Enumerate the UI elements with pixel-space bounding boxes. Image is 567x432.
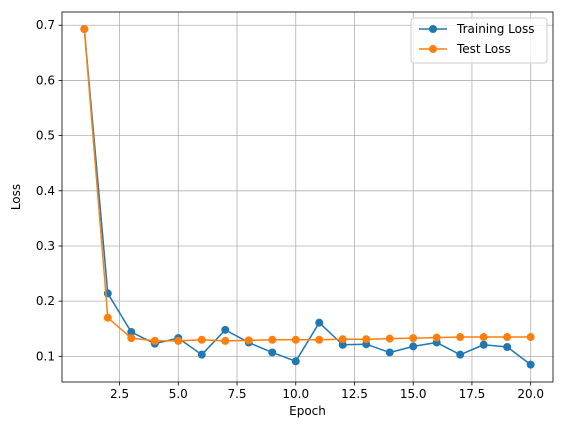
legend-marker-training-loss: [429, 25, 437, 33]
data-point: [338, 335, 347, 344]
data-point: [80, 25, 89, 34]
x-tick-label: 10.0: [282, 387, 309, 401]
legend-label-training-loss: Training Loss: [456, 22, 534, 36]
plot-frame: [61, 11, 554, 383]
data-point: [479, 333, 488, 342]
y-tick-label: 0.3: [36, 239, 55, 253]
data-point: [315, 335, 324, 344]
data-point: [409, 342, 418, 351]
data-point: [291, 335, 300, 344]
y-axis-title: Loss: [9, 184, 23, 210]
y-tick-label: 0.4: [36, 184, 55, 198]
data-point: [456, 350, 465, 359]
data-point: [362, 335, 371, 344]
y-tick-label: 0.2: [36, 294, 55, 308]
data-point: [197, 335, 206, 344]
x-tick-label: 12.5: [341, 387, 368, 401]
legend-marker-test-loss: [429, 45, 437, 53]
series-test-loss: [80, 25, 535, 345]
data-point: [526, 333, 535, 342]
series-line-training-loss: [83, 29, 532, 366]
data-point: [503, 333, 512, 342]
data-point: [244, 336, 253, 345]
data-point: [221, 336, 230, 345]
data-point: [432, 333, 441, 342]
data-point: [291, 357, 300, 366]
legend: Training Loss Test Loss: [410, 17, 548, 64]
x-tick-label: 20.0: [517, 387, 544, 401]
data-point: [385, 348, 394, 357]
data-point: [127, 328, 136, 337]
y-tick-label: 0.7: [36, 18, 55, 32]
series-group: [80, 25, 535, 369]
x-tick-label: 2.5: [110, 387, 129, 401]
data-point: [127, 334, 136, 343]
data-point: [385, 334, 394, 343]
data-point: [479, 340, 488, 349]
data-point: [197, 350, 206, 359]
legend-label-test-loss: Test Loss: [456, 42, 511, 56]
data-point: [268, 348, 277, 357]
y-tick-label: 0.6: [36, 73, 55, 87]
x-axis-title: Epoch: [289, 404, 326, 418]
x-tick-label: 17.5: [459, 387, 486, 401]
x-tick-label: 7.5: [227, 387, 246, 401]
axis-ticks: 2.5 5.0 7.5 10.0 12.5 15.0 17.5 20.0 0.1 0.2 0.3 0.…: [36, 18, 544, 401]
y-tick-label: 0.5: [36, 129, 55, 143]
data-point: [174, 336, 183, 345]
grid: [62, 12, 553, 382]
data-point: [103, 313, 112, 322]
data-point: [315, 318, 324, 327]
y-tick-label: 0.1: [36, 349, 55, 363]
x-tick-label: 15.0: [400, 387, 427, 401]
data-point: [409, 334, 418, 343]
data-point: [456, 333, 465, 342]
data-point: [526, 360, 535, 369]
data-point: [503, 342, 512, 351]
data-point: [150, 336, 159, 345]
data-point: [221, 325, 230, 334]
x-tick-label: 5.0: [169, 387, 188, 401]
data-point: [338, 340, 347, 349]
data-point: [268, 335, 277, 344]
